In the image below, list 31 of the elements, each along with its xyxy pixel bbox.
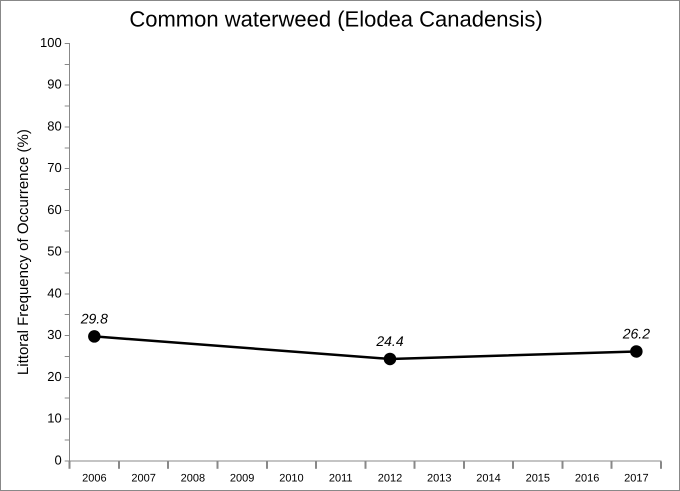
point [88,330,101,343]
y-tick-label: 50 [47,244,62,259]
point [384,352,396,366]
x-tick-label: 2011 [328,472,353,484]
x-tick-label: 2006 [82,472,107,484]
data-label: 29.8 [80,310,108,326]
data-label: 24.4 [375,332,404,349]
data-label: 26.2 [622,325,650,342]
y-tick-label: 40 [47,285,62,300]
y-tick-label: 30 [47,327,62,342]
x-tick-label: 2017 [624,472,649,484]
x-tick-label: 2014 [476,472,501,484]
x-tick-label: 2007 [131,472,156,484]
y-tick-label: 20 [47,368,62,384]
y-tick-label: 60 [47,202,62,217]
point [630,345,643,358]
y-tick-label: 0 [54,452,62,468]
x-tick-label: 2009 [230,472,254,484]
y-tick-label: 90 [47,76,62,92]
x-tick-label: 2012 [378,472,402,484]
x-tick-label: 2015 [526,472,550,484]
chart-title: Common waterweed (Elodea Canadensis) [129,6,543,32]
x-tick-label: 2008 [180,472,206,484]
x-tick-label: 2013 [427,472,452,484]
y-tick-label: 100 [40,34,62,50]
y-tick-label: 70 [47,160,62,176]
y-axis-title: Littoral Frequency of Occurrence (%) [15,129,32,376]
x-tick-label: 2016 [574,472,600,484]
x-tick-label: 2010 [279,472,304,484]
y-tick-label: 80 [47,118,62,134]
y-tick-label: 10 [47,410,62,426]
